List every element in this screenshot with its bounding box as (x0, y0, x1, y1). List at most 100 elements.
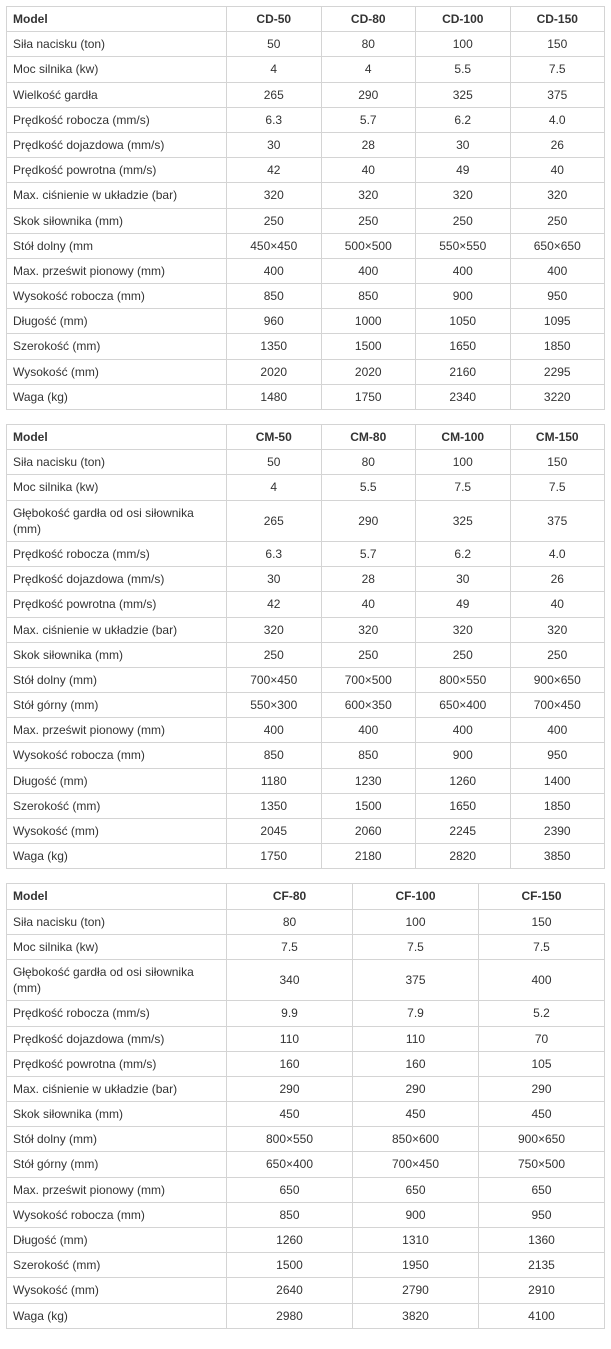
value-cell: 150 (479, 909, 605, 934)
value-cell: 1850 (510, 793, 605, 818)
row-label-cell: Stół dolny (mm) (7, 667, 227, 692)
value-cell: 1310 (353, 1228, 479, 1253)
row-label-cell: Szerokość (mm) (7, 1253, 227, 1278)
row-label-cell: Wysokość (mm) (7, 359, 227, 384)
table-row: Max. prześwit pionowy (mm)400400400400 (7, 258, 605, 283)
value-cell: 26 (510, 132, 605, 157)
value-cell: 80 (321, 32, 416, 57)
value-cell: 6.2 (416, 541, 511, 566)
spec-table: ModelCF-80CF-100CF-150Siła nacisku (ton)… (6, 883, 605, 1328)
value-cell: 450 (479, 1102, 605, 1127)
value-cell: 110 (227, 1026, 353, 1051)
value-cell: 1500 (227, 1253, 353, 1278)
row-label-cell: Prędkość robocza (mm/s) (7, 107, 227, 132)
table-row: Szerokość (mm)1350150016501850 (7, 793, 605, 818)
value-cell: 325 (416, 500, 511, 541)
value-cell: 400 (416, 718, 511, 743)
value-cell: 700×500 (321, 667, 416, 692)
table-row: Siła nacisku (ton)5080100150 (7, 450, 605, 475)
row-label-cell: Wysokość (mm) (7, 819, 227, 844)
value-cell: 40 (510, 592, 605, 617)
value-cell: 1500 (321, 334, 416, 359)
value-cell: 2045 (227, 819, 322, 844)
value-cell: 950 (479, 1202, 605, 1227)
value-cell: 550×300 (227, 693, 322, 718)
row-label-cell: Skok siłownika (mm) (7, 208, 227, 233)
value-cell: 375 (353, 959, 479, 1000)
header-model-cell: CF-80 (227, 884, 353, 909)
value-cell: 4 (321, 57, 416, 82)
value-cell: 375 (510, 82, 605, 107)
value-cell: 1400 (510, 768, 605, 793)
value-cell: 2640 (227, 1278, 353, 1303)
value-cell: 1230 (321, 768, 416, 793)
row-label-cell: Prędkość robocza (mm/s) (7, 1001, 227, 1026)
value-cell: 750×500 (479, 1152, 605, 1177)
row-label-cell: Głębokość gardła od osi siłownika (mm) (7, 959, 227, 1000)
value-cell: 3820 (353, 1303, 479, 1328)
table-row: Prędkość dojazdowa (mm/s)30283026 (7, 567, 605, 592)
value-cell: 700×450 (227, 667, 322, 692)
value-cell: 400 (227, 258, 322, 283)
row-label-cell: Max. ciśnienie w układzie (bar) (7, 183, 227, 208)
value-cell: 400 (321, 718, 416, 743)
value-cell: 5.5 (321, 475, 416, 500)
table-row: Max. prześwit pionowy (mm)650650650 (7, 1177, 605, 1202)
value-cell: 42 (227, 592, 322, 617)
value-cell: 2060 (321, 819, 416, 844)
value-cell: 550×550 (416, 233, 511, 258)
row-label-cell: Stół górny (mm) (7, 693, 227, 718)
row-label-cell: Długość (mm) (7, 309, 227, 334)
value-cell: 30 (416, 567, 511, 592)
table-row: Wielkość gardła265290325375 (7, 82, 605, 107)
table-header-row: ModelCD-50CD-80CD-100CD-150 (7, 7, 605, 32)
value-cell: 325 (416, 82, 511, 107)
value-cell: 290 (321, 82, 416, 107)
value-cell: 2135 (479, 1253, 605, 1278)
value-cell: 40 (321, 592, 416, 617)
value-cell: 320 (227, 183, 322, 208)
value-cell: 2820 (416, 844, 511, 869)
value-cell: 1750 (227, 844, 322, 869)
value-cell: 290 (321, 500, 416, 541)
header-model-cell: CF-150 (479, 884, 605, 909)
value-cell: 1260 (227, 1228, 353, 1253)
value-cell: 2980 (227, 1303, 353, 1328)
value-cell: 4 (227, 57, 322, 82)
value-cell: 1260 (416, 768, 511, 793)
table-header-row: ModelCM-50CM-80CM-100CM-150 (7, 425, 605, 450)
value-cell: 70 (479, 1026, 605, 1051)
value-cell: 250 (510, 642, 605, 667)
value-cell: 650 (227, 1177, 353, 1202)
value-cell: 1650 (416, 793, 511, 818)
value-cell: 400 (227, 718, 322, 743)
value-cell: 50 (227, 32, 322, 57)
value-cell: 49 (416, 158, 511, 183)
value-cell: 1650 (416, 334, 511, 359)
table-row: Prędkość powrotna (mm/s)42404940 (7, 158, 605, 183)
table-row: Wysokość robocza (mm)850850900950 (7, 284, 605, 309)
value-cell: 2340 (416, 384, 511, 409)
value-cell: 4100 (479, 1303, 605, 1328)
value-cell: 700×450 (353, 1152, 479, 1177)
row-label-cell: Prędkość dojazdowa (mm/s) (7, 132, 227, 157)
row-label-cell: Szerokość (mm) (7, 793, 227, 818)
header-model-cell: CD-150 (510, 7, 605, 32)
value-cell: 250 (321, 208, 416, 233)
value-cell: 600×350 (321, 693, 416, 718)
value-cell: 7.9 (353, 1001, 479, 1026)
value-cell: 1480 (227, 384, 322, 409)
table-row: Waga (kg)1750218028203850 (7, 844, 605, 869)
table-row: Prędkość dojazdowa (mm/s)30283026 (7, 132, 605, 157)
row-label-cell: Waga (kg) (7, 1303, 227, 1328)
value-cell: 320 (227, 617, 322, 642)
value-cell: 3850 (510, 844, 605, 869)
value-cell: 50 (227, 450, 322, 475)
table-row: Głębokość gardła od osi siłownika (mm)26… (7, 500, 605, 541)
table-row: Stół dolny (mm450×450500×500550×550650×6… (7, 233, 605, 258)
table-row: Skok siłownika (mm)250250250250 (7, 208, 605, 233)
value-cell: 7.5 (227, 934, 353, 959)
row-label-cell: Waga (kg) (7, 384, 227, 409)
value-cell: 400 (321, 258, 416, 283)
header-model-cell: CM-100 (416, 425, 511, 450)
